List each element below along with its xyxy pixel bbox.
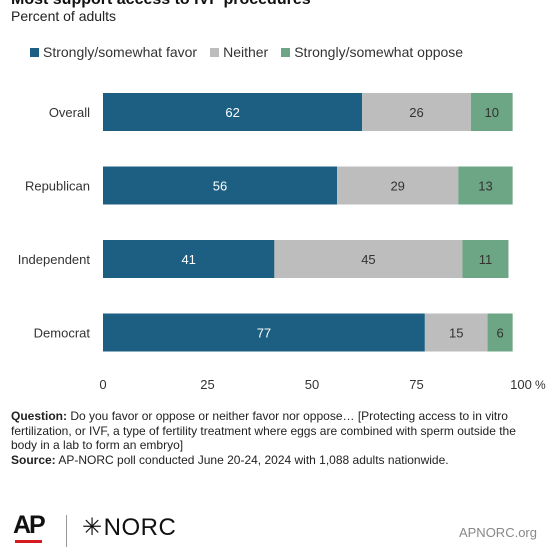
data-label-overall-1: 26 — [409, 105, 423, 120]
data-label-independent-2: 11 — [479, 252, 493, 267]
x-tick-label-100: 100 — [510, 377, 532, 392]
bar-segment-independent-2 — [462, 240, 509, 278]
source-text: AP-NORC poll conducted June 20-24, 2024 … — [55, 452, 449, 467]
footnote: Question: Do you favor or oppose or neit… — [11, 409, 543, 467]
stacked-bar-chart: Overall 62 26 10 Republican 56 29 13 Independent… — [18, 93, 546, 392]
norc-logo-text: NORC — [103, 514, 177, 541]
data-label-democrat-0: 77 — [257, 326, 271, 341]
data-label-independent-0: 41 — [181, 252, 195, 267]
bar-segment-democrat-0 — [103, 313, 425, 352]
x-unit-label: % — [535, 378, 546, 392]
logo-divider — [66, 515, 67, 547]
ap-logo: AP — [13, 511, 46, 543]
norc-star-icon: ✳ — [82, 514, 103, 541]
legend-label-oppose: Strongly/somewhat oppose — [294, 44, 464, 60]
data-label-republican-1: 29 — [390, 179, 404, 194]
legend-item-neither: Neither — [210, 44, 268, 60]
legend-item-oppose: Strongly/somewhat oppose — [281, 44, 463, 60]
bar-segment-republican-2 — [458, 166, 513, 205]
chart-subtitle: Percent of adults — [11, 8, 117, 24]
x-tick-label-25: 25 — [200, 377, 214, 392]
bar-segment-democrat-1 — [424, 313, 488, 352]
bar-segment-democrat-2 — [487, 313, 513, 352]
data-label-overall-0: 62 — [225, 105, 239, 120]
footer: AP ✳NORC APNORC.org — [0, 505, 550, 550]
data-label-republican-2: 13 — [478, 179, 492, 194]
bar-segment-republican-1 — [337, 166, 459, 205]
bar-segment-overall-0 — [103, 93, 363, 131]
x-tick-label-50: 50 — [305, 377, 319, 392]
legend-swatch-favor — [30, 47, 39, 57]
chart-title: Most support access to IVF procedures — [11, 0, 311, 9]
question-note: Question: Do you favor or oppose or neit… — [11, 409, 543, 453]
data-label-independent-1: 45 — [361, 252, 375, 267]
data-label-democrat-2: 6 — [496, 326, 503, 341]
question-text: Do you favor or oppose or neither favor … — [11, 409, 516, 452]
data-label-overall-2: 10 — [485, 105, 499, 120]
x-tick-label-0: 0 — [99, 377, 106, 392]
source-note: Source: AP-NORC poll conducted June 20-2… — [11, 453, 543, 468]
chart-legend: Strongly/somewhat favor Neither Strongly… — [30, 44, 476, 60]
bar-segment-independent-0 — [103, 240, 275, 278]
legend-swatch-oppose — [281, 47, 291, 57]
bar-segment-republican-0 — [103, 166, 338, 205]
category-label-democrat: Democrat — [34, 326, 91, 341]
footer-url[interactable]: APNORC.org — [458, 525, 537, 540]
legend-swatch-neither — [210, 47, 220, 57]
category-label-republican: Republican — [25, 179, 90, 194]
data-label-republican-0: 56 — [213, 179, 227, 194]
data-label-democrat-1: 15 — [449, 326, 463, 341]
category-label-independent: Independent — [18, 252, 91, 267]
question-label: Question: — [11, 409, 67, 423]
bar-segment-independent-1 — [274, 240, 463, 278]
bar-segment-overall-1 — [362, 93, 471, 131]
norc-logo: ✳NORC — [82, 513, 176, 542]
bar-segment-overall-2 — [470, 93, 513, 131]
legend-label-neither: Neither — [223, 44, 269, 60]
source-label: Source: — [11, 452, 56, 467]
legend-item-favor: Strongly/somewhat favor — [30, 44, 197, 60]
x-tick-label-75: 75 — [409, 377, 423, 392]
category-label-overall: Overall — [49, 105, 90, 120]
legend-label-favor: Strongly/somewhat favor — [43, 44, 198, 60]
